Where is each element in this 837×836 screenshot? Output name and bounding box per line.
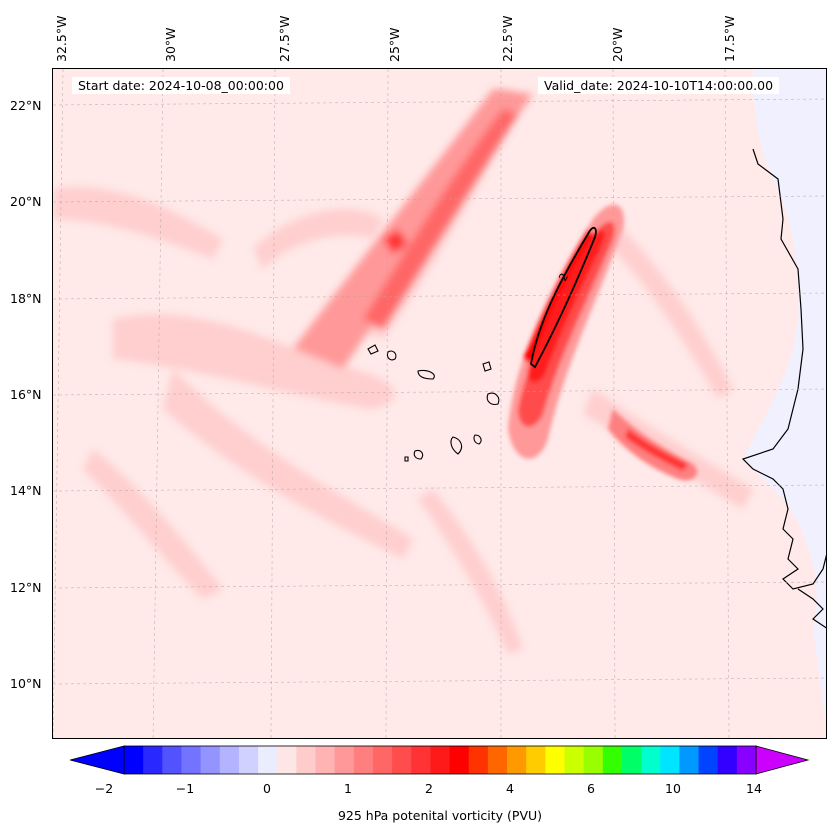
colorbar-cell (564, 746, 585, 774)
colorbar-cell (487, 746, 508, 774)
lon-tick-32.5w: 32.5°W (54, 15, 69, 62)
lat-tick-22n: 22°N (10, 98, 42, 113)
colorbar-extend-high (755, 745, 810, 775)
map-panel: 2 (52, 68, 827, 739)
lat-tick-16n: 16°N (10, 387, 42, 402)
start-date-label: Start date: 2024-10-08_00:00:00 (72, 77, 290, 94)
cbar-tick-14: 14 (746, 781, 762, 796)
colorbar-cell (353, 746, 374, 774)
colorbar-cell (526, 746, 546, 774)
colorbar-cell (124, 746, 144, 774)
cbar-tick-1: 1 (344, 781, 352, 796)
colorbar-cell (143, 746, 163, 774)
lat-tick-18n: 18°N (10, 291, 42, 306)
colorbar-cell (660, 746, 680, 774)
colorbar-cell (334, 746, 355, 774)
pv-field-map: 2 (53, 69, 826, 738)
map-gridlines (53, 69, 826, 738)
lon-tick-30w: 30°W (163, 27, 178, 62)
lon-tick-17.5w: 17.5°W (722, 15, 737, 62)
colorbar-extend-low (70, 745, 125, 775)
lon-tick-22.5w: 22.5°W (500, 15, 515, 62)
pv-secondary-streak (608, 409, 698, 481)
lon-tick-27.5w: 27.5°W (277, 15, 292, 62)
colorbar-cell (372, 746, 393, 774)
colorbar-cell (315, 746, 336, 774)
cape-verde-islands (367, 344, 500, 462)
colorbar-cell (277, 746, 297, 774)
colorbar-cell (296, 746, 317, 774)
valid-date-label: Valid_date: 2024-10-10T14:00:00.00 (538, 77, 780, 94)
colorbar-cell (392, 746, 412, 774)
colorbar-cell (181, 746, 202, 774)
colorbar-cell (411, 746, 431, 774)
colorbar-cell (430, 746, 451, 774)
lat-tick-20n: 20°N (10, 194, 42, 209)
colorbar-cells (124, 746, 757, 774)
lat-tick-10n: 10°N (10, 676, 42, 691)
colorbar (70, 745, 810, 775)
colorbar-cell (583, 746, 604, 774)
cbar-tick-10: 10 (665, 781, 681, 796)
colorbar-cell (602, 746, 623, 774)
colorbar-cell (219, 746, 240, 774)
colorbar-cell (507, 746, 527, 774)
colorbar-cell (641, 746, 661, 774)
cbar-tick-neg2: −2 (94, 781, 114, 796)
cbar-tick-neg1: −1 (175, 781, 195, 796)
colorbar-outline (123, 745, 757, 775)
colorbar-cell (545, 746, 565, 774)
colorbar-cell (200, 746, 221, 774)
colorbar-cell (736, 746, 757, 774)
colorbar-cell (468, 746, 489, 774)
lat-tick-14n: 14°N (10, 483, 42, 498)
lat-tick-12n: 12°N (10, 580, 42, 595)
cbar-tick-2: 2 (425, 781, 433, 796)
lon-tick-20w: 20°W (610, 27, 625, 62)
cbar-tick-6: 6 (587, 781, 595, 796)
colorbar-cell (162, 746, 182, 774)
colorbar-cell (679, 746, 700, 774)
colorbar-cell (238, 746, 259, 774)
colorbar-cell (717, 746, 738, 774)
colorbar-cell (258, 746, 278, 774)
cbar-tick-4: 4 (506, 781, 514, 796)
colorbar-cell (698, 746, 719, 774)
colorbar-label: 925 hPa potenital vorticity (PVU) (337, 808, 543, 823)
pv-band-medium (293, 89, 533, 369)
africa-coastline (741, 148, 826, 590)
colorbar-cell (449, 746, 470, 774)
colorbar-cell (621, 746, 642, 774)
africa-landmass (743, 69, 826, 726)
lon-tick-25w: 25°W (387, 27, 402, 62)
pv-contour-line (530, 227, 597, 369)
cbar-tick-0: 0 (263, 781, 271, 796)
